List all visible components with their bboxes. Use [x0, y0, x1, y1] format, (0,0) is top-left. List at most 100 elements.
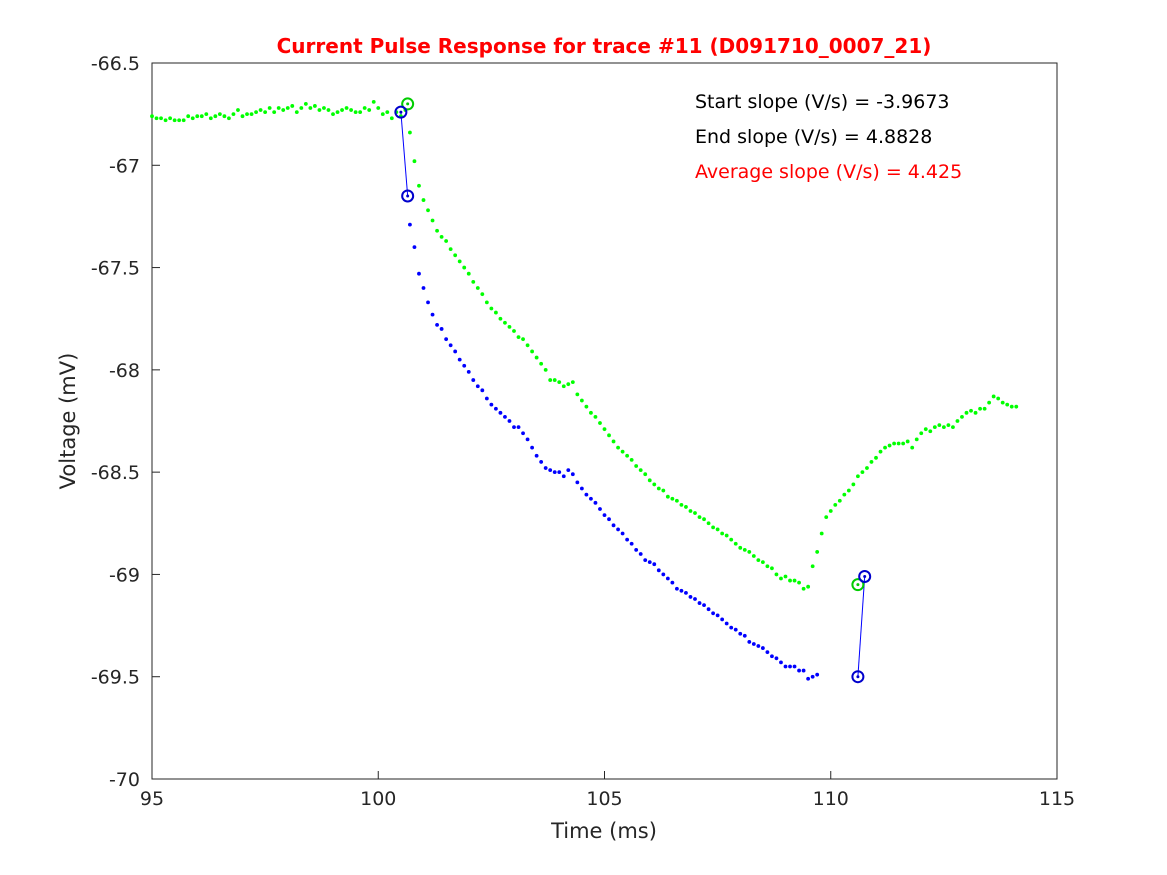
data-point: [720, 531, 725, 536]
data-point: [190, 116, 195, 121]
data-point: [498, 316, 503, 321]
data-point: [670, 580, 675, 585]
data-point: [770, 654, 774, 659]
data-point: [729, 625, 734, 630]
series-1: [408, 222, 820, 681]
data-point: [484, 300, 489, 305]
y-axis-label: Voltage (mV): [56, 353, 80, 490]
data-point: [824, 515, 829, 520]
data-point: [656, 486, 661, 491]
data-point: [426, 300, 430, 305]
data-point: [665, 576, 670, 581]
data-point: [675, 498, 679, 503]
data-point: [367, 108, 372, 112]
data-point: [715, 527, 720, 532]
data-point: [860, 470, 865, 475]
data-point: [371, 99, 376, 104]
data-point: [901, 441, 906, 446]
data-point: [941, 425, 946, 430]
data-point: [611, 523, 616, 528]
axis-ticks: 95 100 105 110 115 -70 -69.5 -69 -68.5 -68 -67.5 -6…: [91, 53, 1075, 810]
data-point: [561, 384, 566, 389]
data-point: [335, 110, 340, 114]
data-point: [512, 329, 516, 333]
data-point: [150, 114, 154, 119]
data-point: [1005, 402, 1010, 407]
data-point: [697, 515, 702, 520]
data-point: [679, 502, 684, 507]
data-point: [589, 410, 593, 415]
data-point: [313, 104, 317, 108]
data-point: [833, 502, 838, 507]
data-point: [819, 531, 824, 536]
data-point: [684, 590, 688, 595]
data-point: [946, 423, 951, 427]
data-point: [801, 586, 806, 591]
data-point: [249, 112, 254, 117]
data-point: [928, 429, 933, 434]
data-point: [548, 468, 553, 472]
data-point: [389, 116, 394, 121]
data-point: [417, 183, 421, 188]
data-point: [570, 472, 575, 477]
data-point: [561, 474, 566, 479]
data-point: [475, 286, 480, 290]
data-point: [878, 449, 883, 454]
data-point: [475, 384, 480, 389]
data-point: [828, 509, 833, 513]
data-point: [213, 114, 218, 119]
data-point: [448, 343, 453, 348]
data-point: [616, 527, 620, 532]
y-tick-label: -69: [109, 564, 140, 586]
data-point: [815, 672, 820, 677]
data-point: [457, 259, 462, 264]
data-point: [557, 380, 562, 385]
data-point: [779, 660, 783, 665]
endpoint-marker-center: [399, 110, 403, 114]
data-point: [584, 492, 589, 497]
y-tick-label: -67.5: [91, 258, 140, 280]
data-point: [484, 396, 489, 401]
data-point: [589, 496, 593, 501]
data-point: [380, 112, 385, 117]
x-tick-label: 115: [1039, 788, 1075, 810]
data-point: [294, 110, 299, 114]
data-point: [494, 310, 498, 315]
data-point: [494, 406, 498, 411]
data-point: [222, 114, 227, 119]
data-point: [254, 110, 258, 114]
data-point: [733, 627, 738, 632]
endpoint-marker-center: [856, 583, 860, 587]
data-point: [729, 537, 734, 542]
data-point: [457, 357, 462, 362]
data-point: [417, 271, 421, 276]
slope-line: [400, 112, 409, 197]
data-point: [421, 198, 426, 202]
data-point: [910, 445, 915, 450]
data-point: [620, 531, 625, 536]
data-point: [444, 337, 449, 342]
endpoint-marker: [851, 578, 865, 592]
endpoint-marker: [851, 670, 865, 684]
data-point: [385, 110, 390, 114]
data-point: [521, 337, 525, 342]
data-point: [765, 564, 770, 569]
data-point: [774, 656, 779, 661]
data-point: [408, 222, 412, 227]
data-point: [697, 601, 702, 605]
data-point: [598, 421, 602, 425]
data-point: [742, 547, 747, 552]
data-point: [570, 380, 575, 385]
data-point: [643, 472, 648, 477]
data-point: [435, 228, 439, 233]
data-point: [625, 537, 630, 542]
data-point: [688, 509, 693, 513]
data-point: [629, 541, 634, 546]
data-point: [973, 410, 978, 415]
data-point: [747, 550, 752, 554]
data-point: [340, 108, 344, 112]
data-point: [634, 547, 639, 552]
data-point: [326, 108, 331, 112]
data-point: [408, 130, 412, 135]
data-point: [1000, 400, 1005, 405]
